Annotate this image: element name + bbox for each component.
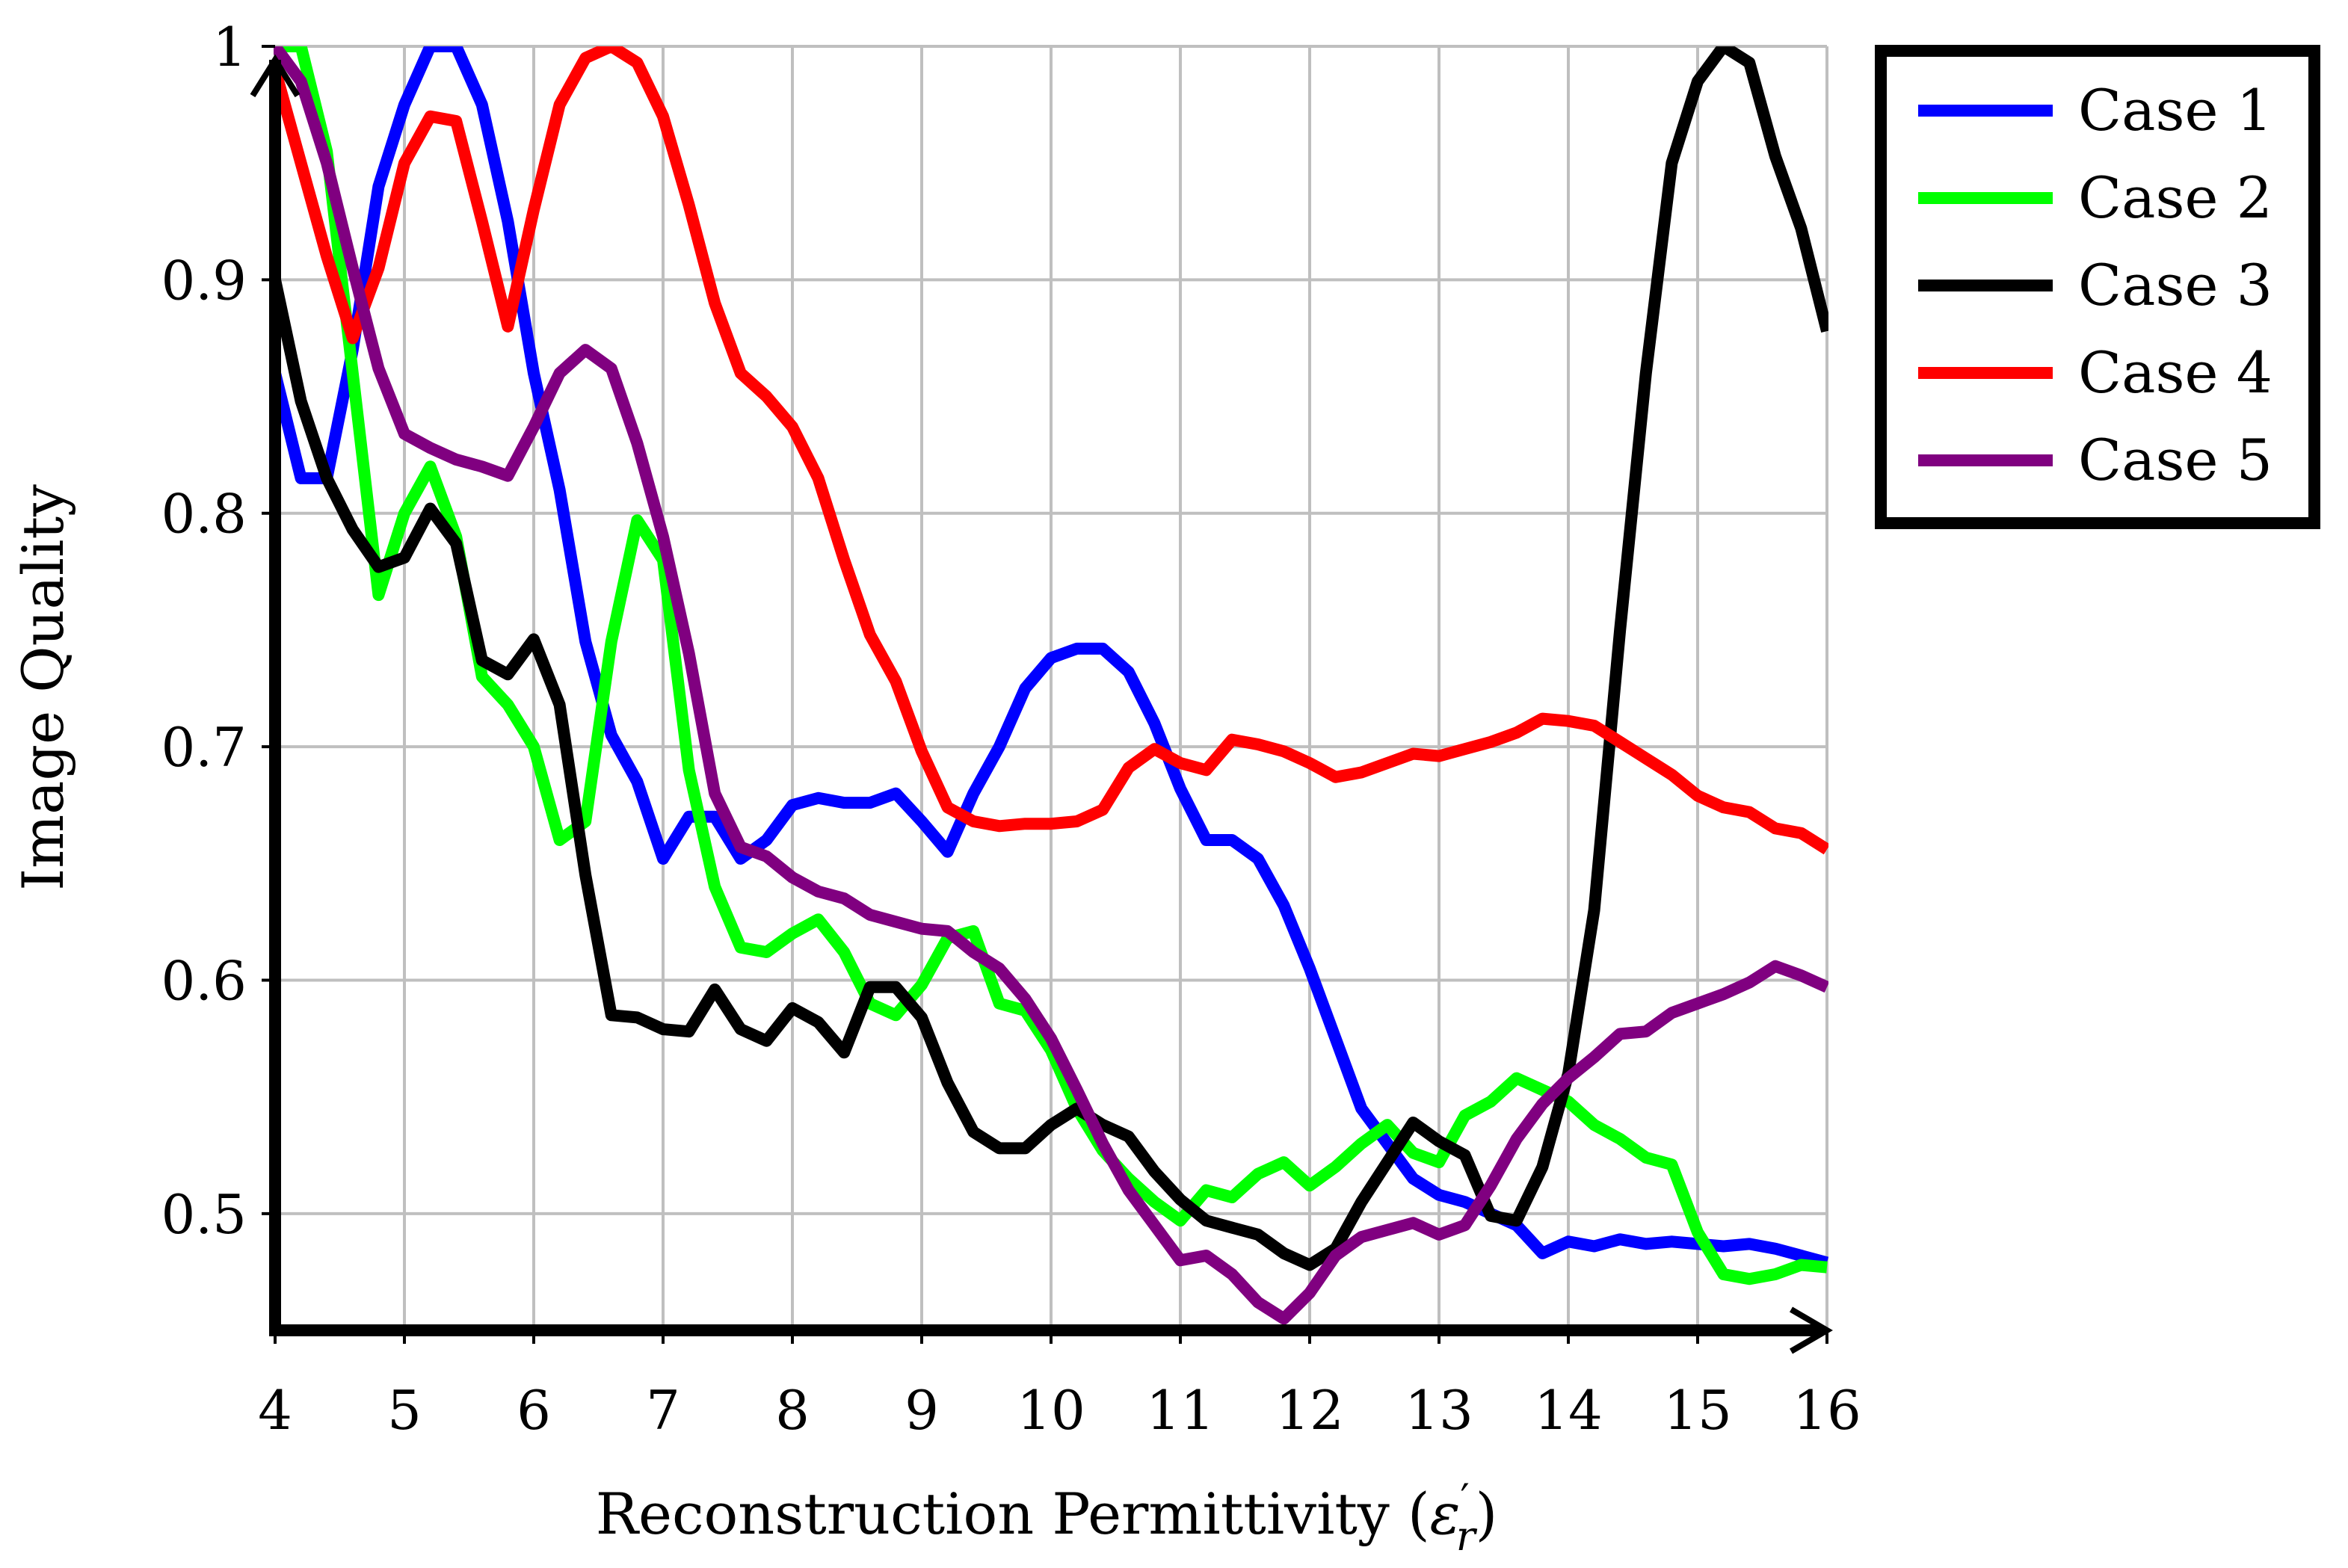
x-tick-label: 4 <box>258 1379 292 1442</box>
legend-label-case-4: Case 4 <box>2078 339 2272 406</box>
x-tick-label: 11 <box>1146 1379 1215 1442</box>
legend-label-case-2: Case 2 <box>2078 164 2272 231</box>
x-axis-title: Reconstruction Permittivity (ε′ r) <box>596 1475 1497 1560</box>
legend-label-case-5: Case 5 <box>2078 427 2272 493</box>
series-line-case-1 <box>274 46 1828 1269</box>
x-tick-label: 8 <box>775 1379 810 1442</box>
y-tick-label: 0.6 <box>161 949 247 1012</box>
x-tick-label: 15 <box>1663 1379 1732 1442</box>
x-tick-label: 9 <box>905 1379 939 1442</box>
x-tick-label: 6 <box>517 1379 551 1442</box>
grid <box>274 45 1828 1330</box>
x-tick-label: 16 <box>1793 1379 1861 1442</box>
legend-label-case-3: Case 3 <box>2078 252 2272 318</box>
series-line-case-5 <box>274 46 1828 1325</box>
y-tick-label: 0.8 <box>161 483 247 546</box>
y-axis-title: Image Quality <box>10 484 76 891</box>
x-tick-label: 14 <box>1534 1379 1603 1442</box>
y-tick-label: 0.7 <box>161 716 247 779</box>
y-axis-arrow <box>250 54 301 98</box>
series-lines <box>274 46 1828 1325</box>
y-tick-label: 0.5 <box>161 1183 247 1246</box>
series-line-case-4 <box>274 46 1828 855</box>
x-tick-label: 5 <box>387 1379 422 1442</box>
x-tick-label: 13 <box>1405 1379 1473 1442</box>
x-tick-label: 10 <box>1017 1379 1085 1442</box>
legend: Case 1 Case 2 Case 3 Case 4 Case 5 <box>1875 45 2320 529</box>
legend-label-case-1: Case 1 <box>2078 77 2272 143</box>
x-tick-label: 12 <box>1275 1379 1344 1442</box>
y-tick-label: 0.9 <box>161 249 247 312</box>
y-tick-label: 1 <box>212 16 247 78</box>
x-tick-label: 7 <box>646 1379 680 1442</box>
tick-labels: 4 5 6 7 8 9 10 11 12 13 14 15 16 0.5 0.6 0.7 0.8 0.9 1 <box>161 16 1861 1442</box>
